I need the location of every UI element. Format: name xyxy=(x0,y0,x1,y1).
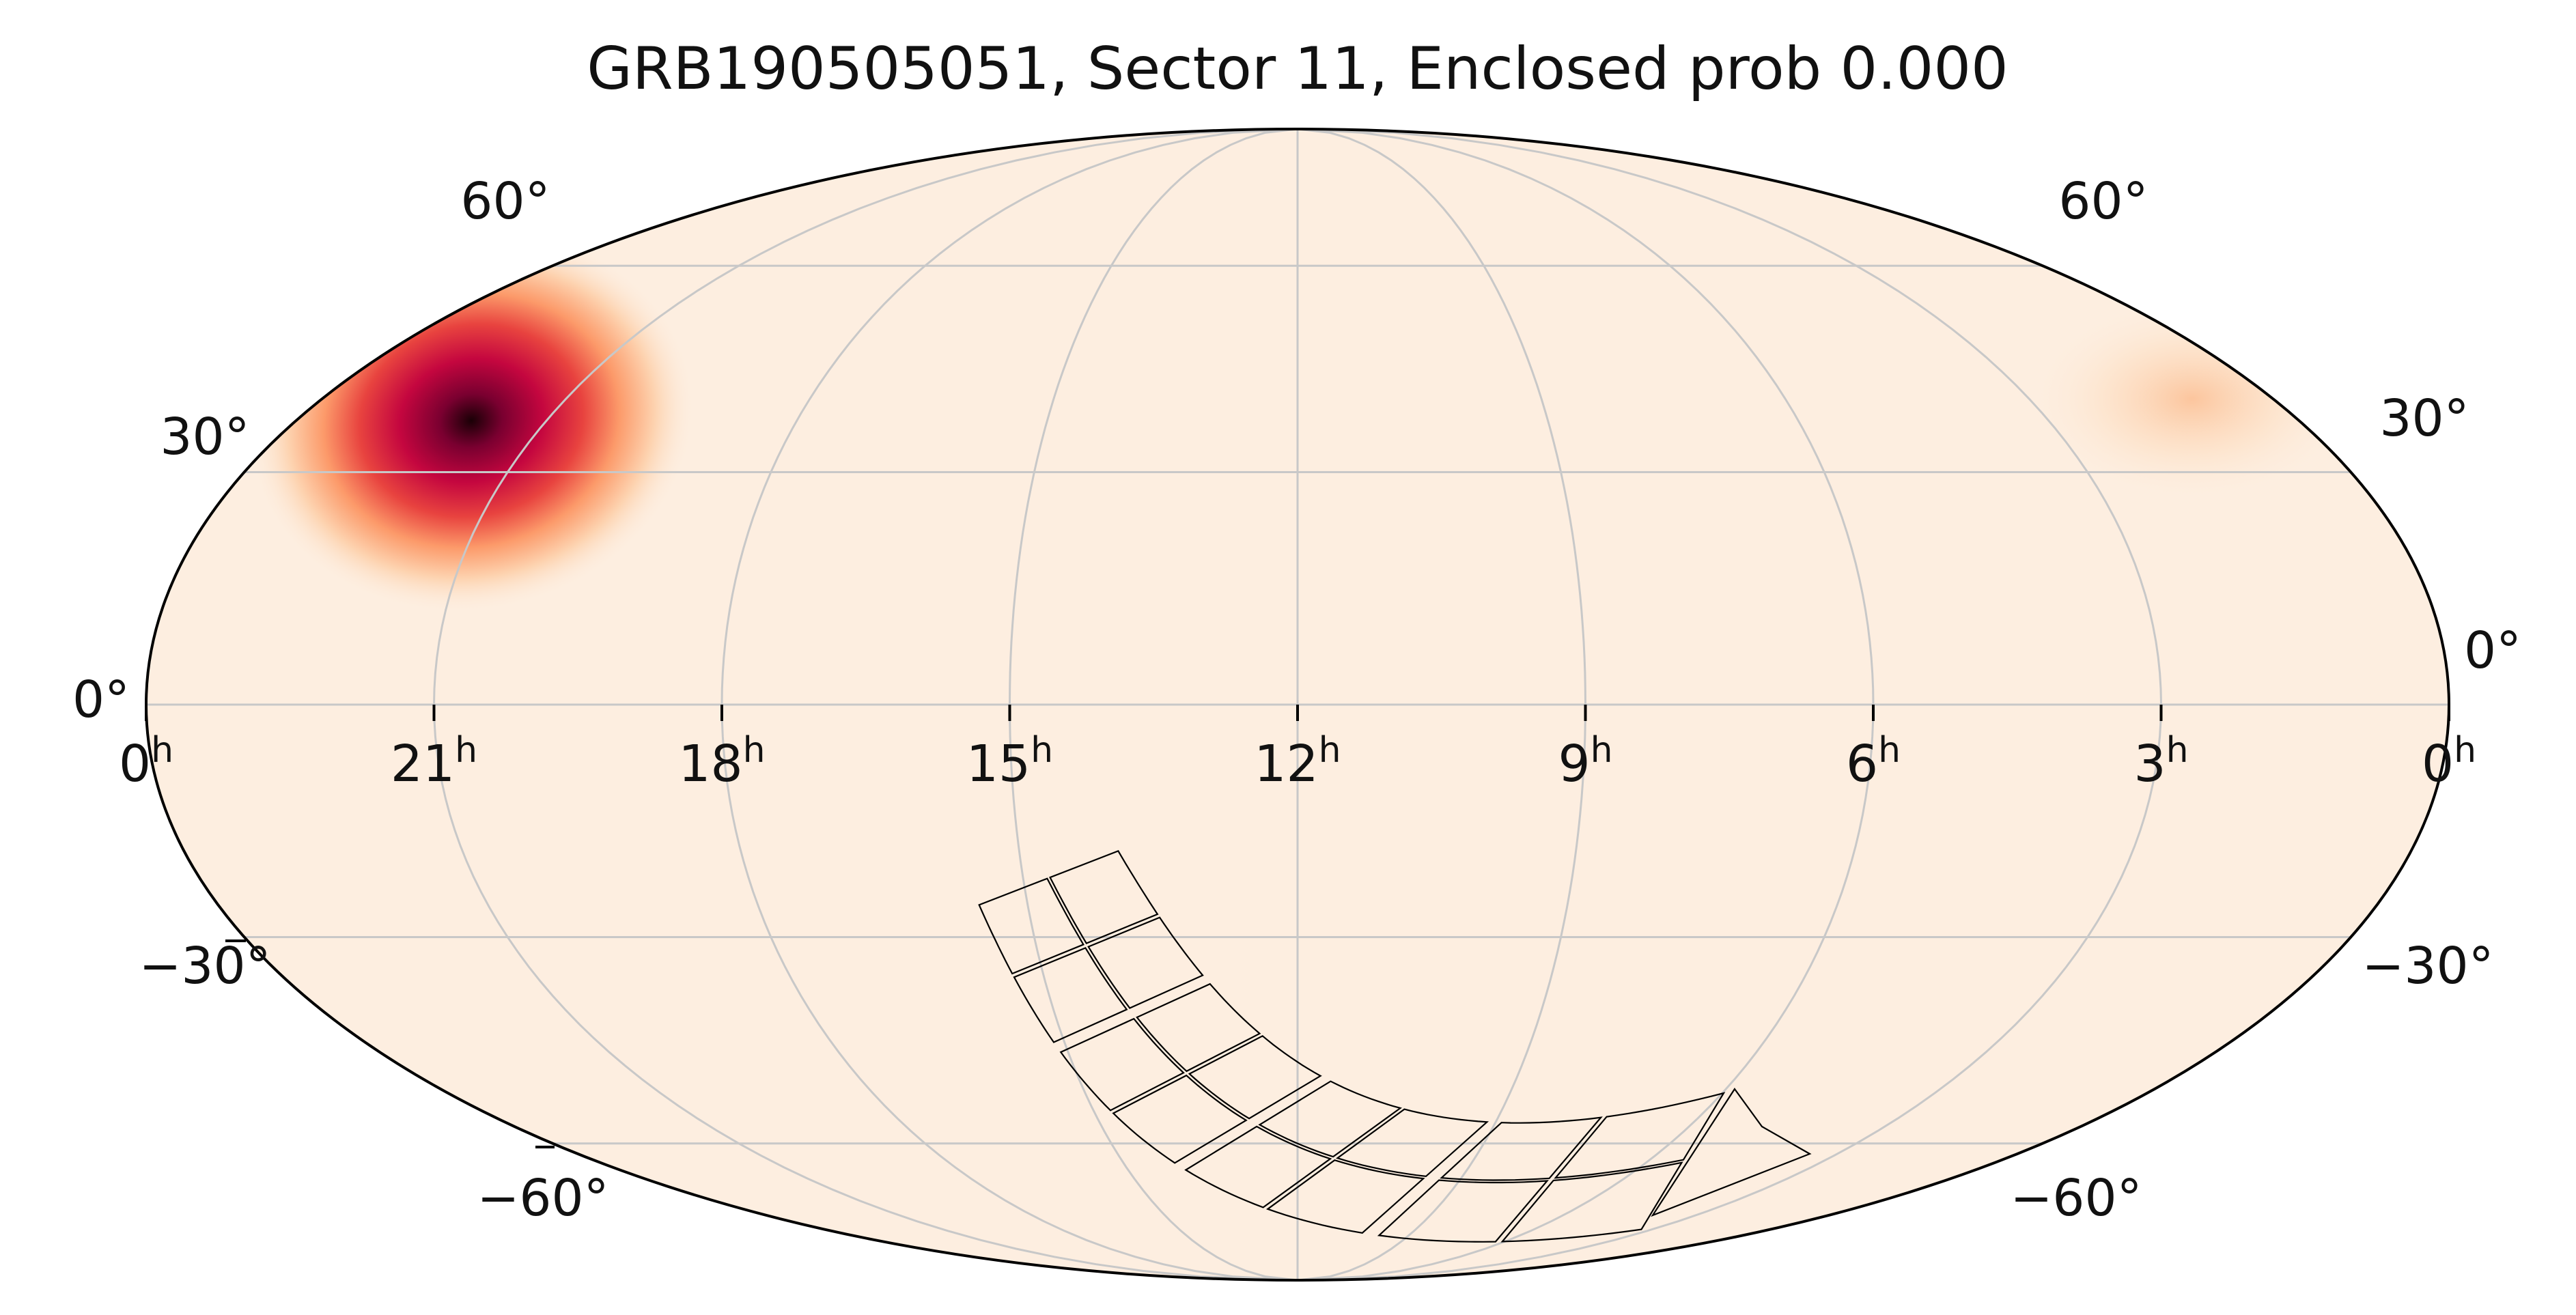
ra-tick-label: 21h xyxy=(391,730,477,793)
ccd-footprint xyxy=(1184,1125,1332,1208)
dec-tick-label-left: 60° xyxy=(460,172,550,231)
ccd-footprint xyxy=(1335,1108,1489,1178)
dec-tick-label-left: −60° xyxy=(477,1169,608,1228)
ra-tick-label: 0h xyxy=(119,730,173,793)
ccd-footprint xyxy=(1136,982,1261,1073)
ccd-footprint xyxy=(1013,947,1128,1043)
ccd-footprint xyxy=(1087,916,1204,1009)
dec-tick-label-left: 30° xyxy=(160,408,249,466)
ccd-footprint xyxy=(1258,1080,1402,1158)
ccd-footprint xyxy=(978,877,1084,975)
dec-tick-label-left: −30° xyxy=(139,937,270,995)
dec-tick-label-right: 0° xyxy=(2464,621,2521,680)
ra-tick-label: 0h xyxy=(2422,730,2476,793)
ccd-footprint xyxy=(1265,1159,1425,1234)
dec-tick-label-right: −60° xyxy=(2010,1169,2142,1228)
ccd-footprint xyxy=(1651,1088,1812,1217)
ccd-footprint xyxy=(1112,1074,1248,1164)
ra-tick-label: 3h xyxy=(2133,730,2188,793)
dec-tick-labels: 60° 60° 30° 30° 0° 0° −30° −30° −60° −60° xyxy=(72,172,2521,1228)
sector-footprint xyxy=(978,850,1812,1243)
ccd-footprint xyxy=(1049,850,1159,944)
mollweide-map: 0h 21h 18h 15h 12h 9h 6h 3h 0h 60° 60° 30° 30° 0° 0° −… xyxy=(72,128,2521,1282)
ra-tick-label: 9h xyxy=(1558,730,1612,793)
diffuse-probability-glow xyxy=(2028,296,2356,502)
ccd-footprint xyxy=(1500,1161,1683,1243)
dec-tick-label-right: −30° xyxy=(2362,937,2493,995)
dec-tick-label-left: 0° xyxy=(72,670,130,729)
ra-tick-label: 12h xyxy=(1254,730,1341,793)
ccd-footprint xyxy=(1554,1092,1726,1179)
ccd-footprint xyxy=(1059,1017,1185,1112)
ccd-footprint xyxy=(1440,1116,1603,1181)
chart-title: GRB190505051, Sector 11, Enclosed prob 0… xyxy=(587,35,2008,103)
ccd-footprint xyxy=(1377,1179,1550,1243)
ccd-footprint xyxy=(1188,1034,1322,1120)
ra-tick-label: 18h xyxy=(678,730,765,793)
dec-tick-label-right: 30° xyxy=(2379,389,2469,448)
dec-tick-label-right: 60° xyxy=(2058,172,2148,231)
ra-tick-label: 15h xyxy=(966,730,1053,793)
ra-tick-labels: 0h 21h 18h 15h 12h 9h 6h 3h 0h xyxy=(119,705,2476,793)
ra-tick-label: 6h xyxy=(1846,730,1901,793)
